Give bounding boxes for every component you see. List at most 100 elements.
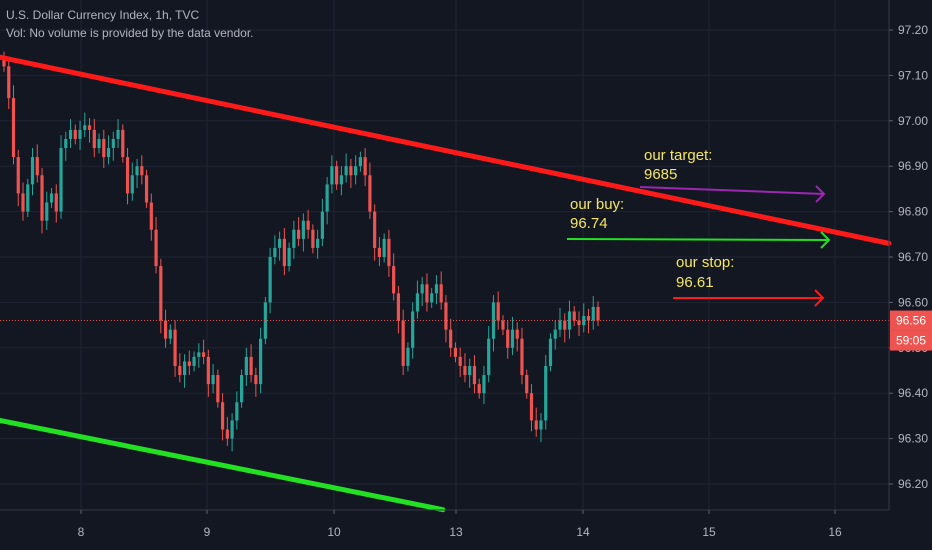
candle-body [121, 129, 125, 158]
candle-body [515, 329, 519, 339]
annotations[interactable]: our target: 9685 our buy: 96.74 our stop… [570, 147, 734, 291]
candle-body [316, 238, 320, 248]
trendlines[interactable] [0, 54, 892, 513]
buy-arrow-head [820, 231, 831, 249]
candle-body [73, 129, 77, 139]
candle-body [444, 302, 448, 330]
candle-body [292, 229, 296, 248]
candle-body [140, 166, 144, 176]
candle-body [463, 365, 467, 376]
candle-body [2, 57, 6, 67]
candle-body [68, 129, 73, 139]
candle-body [64, 138, 68, 149]
candle-body [187, 361, 191, 366]
price-tick-label: 96.80 [898, 205, 928, 219]
candle-body [582, 316, 586, 326]
candle-body [268, 257, 272, 303]
candle-body [16, 157, 20, 194]
candle-body [534, 420, 538, 430]
candle-body [287, 247, 291, 267]
buy-arrow [566, 238, 830, 241]
candle-body [339, 175, 343, 185]
time-tick-label: 8 [78, 525, 85, 539]
candle-body [259, 338, 263, 385]
candle-body [192, 356, 196, 366]
candle-body [197, 352, 201, 357]
candle-body [244, 356, 248, 376]
candle-body [87, 125, 92, 130]
candle-body [420, 284, 424, 294]
target-value: 9685 [644, 166, 677, 183]
candle-body [149, 202, 153, 230]
candle-body [425, 284, 429, 303]
price-tick-label: 96.70 [898, 250, 928, 264]
candle-body [344, 166, 348, 176]
price-tick-label: 97.00 [898, 114, 928, 128]
buy-label: our buy: [570, 196, 624, 213]
candle-body [548, 338, 553, 366]
candle-body [206, 356, 210, 385]
stop-value: 96.61 [676, 274, 714, 291]
candle-body [411, 311, 415, 348]
candle-body [254, 375, 258, 385]
candle-body [235, 402, 239, 421]
time-tick-label: 10 [327, 525, 341, 539]
support-trendline [0, 417, 446, 513]
candle-body [491, 302, 496, 339]
candle-body [102, 138, 106, 158]
candle-body [216, 375, 220, 403]
price-tick-label: 96.30 [898, 432, 928, 446]
candle-body [572, 311, 576, 321]
candle-body [453, 347, 458, 357]
candle-body [354, 166, 358, 176]
candle-body [377, 247, 382, 257]
candle-body [553, 329, 557, 339]
price-tick-label: 96.90 [898, 159, 928, 173]
candle-body [539, 420, 543, 430]
candle-body [311, 229, 315, 248]
candle-body [591, 306, 595, 321]
candle-body [7, 66, 11, 99]
candle-body [273, 247, 277, 257]
candle-body [130, 175, 134, 194]
candle-body [330, 166, 334, 185]
candle-body [520, 338, 524, 376]
candle-body [154, 229, 158, 267]
chart-legend[interactable]: U.S. Dollar Currency Index, 1h, TVC Vol:… [6, 6, 253, 42]
candle-body [439, 284, 443, 303]
candle-body [458, 356, 462, 366]
candle-body [144, 175, 149, 203]
candle-body [434, 284, 439, 294]
candle-body [396, 293, 401, 321]
candle-body [230, 420, 234, 439]
stop-arrow-head [814, 289, 825, 307]
price-tick-label: 96.60 [898, 295, 928, 309]
candle-body [26, 184, 30, 212]
candle-body [159, 266, 163, 321]
candle-body [373, 211, 377, 248]
candle-body [83, 125, 87, 130]
candle-body [406, 347, 410, 366]
buy-value: 96.74 [570, 215, 608, 232]
candle-body [349, 166, 353, 176]
last-price-value: 96.56 [896, 314, 926, 328]
candle-body [35, 157, 39, 176]
candle-body [211, 375, 215, 385]
time-axis[interactable]: 8 9 10 13 14 15 16 [0, 509, 889, 539]
candle-body [430, 293, 434, 303]
candle-body [201, 352, 206, 357]
candle-body [168, 329, 172, 339]
candle-body [401, 320, 405, 366]
last-price-marker: 96.56 59:05 [890, 310, 932, 351]
symbol-title[interactable]: U.S. Dollar Currency Index, 1h, TVC [6, 8, 200, 22]
candle-body [178, 365, 182, 376]
price-axis[interactable]: 97.2097.1097.0096.9096.8096.7096.6096.50… [888, 0, 928, 510]
candle-body [501, 320, 505, 330]
candle-body [382, 238, 386, 257]
candle-body [358, 157, 362, 167]
target-arrow-head [815, 185, 826, 203]
candle-body [544, 365, 548, 421]
volume-note: Vol: No volume is provided by the data v… [6, 26, 254, 40]
